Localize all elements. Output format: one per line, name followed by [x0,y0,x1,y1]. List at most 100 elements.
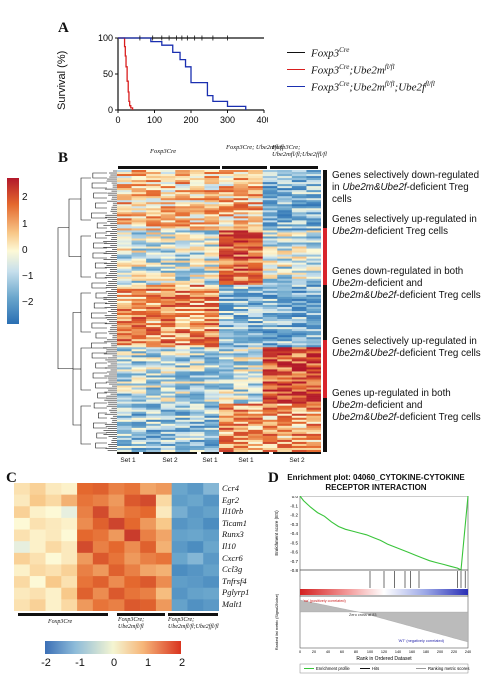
heatmap-b-cell [146,242,162,245]
heatmap-b-cell [248,286,264,290]
heatmap-b-cell [160,184,176,187]
heatmap-b-cell [117,395,132,398]
heatmap-b-cell [131,182,147,185]
heatmap-b-cell [262,319,278,322]
heatmap-b-cell [204,172,220,175]
heatmap-b-cell [117,343,132,346]
heatmap-b-cell [233,300,249,304]
heatmap-b-cell [291,170,307,173]
heatmap-b-cell [291,329,307,332]
heatmap-b-cell [291,248,307,251]
heatmap-b-cell [306,226,321,229]
heatmap-b-cell [306,393,321,396]
heatmap-b-cell [204,200,220,203]
heatmap-b-cell [248,311,264,314]
heatmap-b-cell [306,387,321,390]
heatmap-b-cell [233,399,249,402]
heatmap-b-cell [204,363,220,366]
heatmap-b-cell [117,214,132,217]
heatmap-b-cell [146,353,162,356]
heatmap-b-cell [219,304,234,308]
heatmap-b-cell [291,222,307,225]
cluster-label: Genes selectively down-regulated in Ube2… [332,170,480,206]
heatmap-b-cell [131,343,147,346]
heatmap-b-cell [262,240,278,243]
root-branch [57,227,73,370]
heatmap-b-cell [306,365,321,368]
heatmap-c-cell [108,599,125,611]
heatmap-b-cell [160,300,176,304]
heatmap-b-cell [248,373,264,376]
heatmap-b-cell [175,254,191,257]
heatmap-b-cell [160,268,176,272]
y-tick-label: 100 [98,33,113,43]
heatmap-b-cell [219,363,234,366]
heatmap-c-cell [171,483,188,495]
heatmap-b-cell [146,186,162,189]
heatmap-b-cell [175,286,191,290]
heatmap-b-cell [277,248,293,251]
heatmap-b-cell [131,323,147,326]
heatmap-b-cell [291,425,307,429]
mid-branch [95,292,107,299]
heatmap-b-cell [160,333,176,336]
es-tick: -0.3 [290,522,298,527]
heatmap-b-cell [117,272,132,276]
heatmap-b-cell [291,355,307,358]
heatmap-b-cell [131,288,147,292]
gsea-title: Enrichment plot: 04060_CYTOKINE-CYTOKINE… [287,473,465,492]
heatmap-b-cell [233,425,249,429]
heatmap-b-cell [204,278,220,282]
heatmap-b-cell [117,266,132,269]
heatmap-b-cell [248,419,264,423]
gene-list: Ccr4 Egr2 Il10rb Ticam1 Runx3 Il10 Cxcr6 Ccl3g T… [222,483,272,611]
heatmap-b-cell [291,439,307,443]
mid-branch [95,232,107,239]
heatmap-b-cell [131,232,147,235]
heatmap-b-cell [131,313,147,316]
heatmap-b-cell [204,210,220,213]
heatmap-b-cell [204,276,220,280]
heatmap-b-cell [262,262,278,265]
heatmap-b-cell [306,244,321,247]
heatmap-b-cell [262,182,278,185]
heatmap-b-cell [291,413,307,417]
heatmap-b-cell [160,258,176,261]
heatmap-b-cell [204,208,220,211]
heatmap-c-cell [92,541,109,554]
heatmap-b-cell [248,292,264,296]
heatmap-b-cell [204,266,220,269]
heatmap-b-cell [160,262,176,265]
heatmap-b-cell [277,246,293,249]
heatmap-b-cell [248,196,264,199]
heatmap-b-cell [233,367,249,370]
heatmap-b-cell [204,188,220,191]
group-label-ube2m: Foxp3Cre; Ube2mfl/fl [226,144,284,151]
heatmap-b-cell [262,333,278,336]
x-tick-label: 40 [326,650,330,654]
heatmap-b-cell [291,433,307,437]
heatmap-b-cell [189,445,205,449]
heatmap-b-cell [131,425,147,429]
heatmap-b-cell [233,395,249,398]
heatmap-b-cell [306,276,321,280]
heatmap-b-cell [131,381,147,384]
heatmap-b-cell [233,431,249,435]
heatmap-c-cell [77,517,94,530]
heatmap-b-cell [277,419,293,423]
heatmap-b-cell [189,254,205,257]
heatmap-b-cell [131,298,147,302]
heatmap-b-cell [175,401,191,404]
heatmap-b-cell [146,375,162,378]
heatmap-b-cell [146,266,162,269]
heatmap-b-cell [233,254,249,257]
heatmap-c-cell [140,494,157,507]
heatmap-b-cell [204,292,220,296]
heatmap-b-cell [175,355,191,358]
heatmap-b-cell [262,266,278,269]
heatmap-b-cell [262,206,278,209]
heatmap-c-cell [124,576,141,589]
heatmap-b-cell [262,361,278,364]
heatmap-b-cell [233,343,249,346]
heatmap-b-cell [175,403,191,406]
